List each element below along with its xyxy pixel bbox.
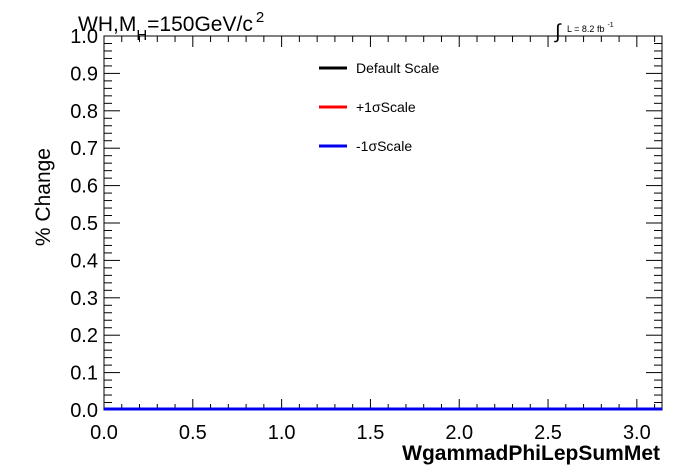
x-tick-label: 1.5 (357, 422, 385, 444)
y-tick-label: 0.4 (70, 250, 98, 272)
legend: Default Scale +1σScale -1σScale (319, 60, 439, 154)
plot-frame (103, 35, 663, 411)
y-tick-label: 0.3 (70, 288, 98, 310)
lumi-superscript: -1 (607, 22, 613, 29)
title-main-a: WH,M (78, 13, 136, 36)
title-main-b: =150GeV/c (147, 13, 253, 36)
title-subscript: H (136, 27, 147, 44)
y-tick-label: 0.9 (70, 63, 98, 85)
x-tick-label: 3.0 (623, 422, 651, 444)
y-tick-label: 0.5 (70, 213, 98, 235)
y-tick-label: 0.0 (70, 400, 98, 422)
legend-label: -1σScale (356, 138, 412, 154)
x-tick-label: 0.0 (90, 422, 118, 444)
lumi-label: L = 8.2 fb -1 (567, 22, 614, 34)
y-tick-label: 0.8 (70, 101, 98, 123)
legend-label: Default Scale (356, 60, 439, 76)
y-tick-label: 0.2 (70, 325, 98, 347)
lumi-integral: ∫ (554, 21, 562, 43)
y-tick-label: 0.7 (70, 138, 98, 160)
x-tick-label: 1.0 (268, 422, 296, 444)
x-tick-label: 0.5 (179, 422, 207, 444)
lumi-text: L = 8.2 fb (567, 24, 604, 34)
x-tick-label: 2.0 (445, 422, 473, 444)
legend-label: +1σScale (356, 99, 416, 115)
y-tick-label: 0.1 (70, 363, 98, 385)
y-tick-label: 0.6 (70, 176, 98, 198)
x-tick-label: 2.5 (534, 422, 562, 444)
plot-title: WH,MH=150GeV/c 2 (78, 9, 264, 44)
x-axis: 0.0 0.5 1.0 1.5 2.0 2.5 3.0 (90, 36, 656, 444)
y-axis: 0.0 0.1 0.2 0.3 0.4 0.5 0.6 0.7 0.8 0.9 1.0 (70, 26, 662, 422)
y-tick-label: 1.0 (70, 26, 98, 48)
y-axis-label: % Change (32, 148, 55, 246)
x-axis-label: WgammadPhiLepSumMet (402, 442, 660, 465)
title-superscript: 2 (256, 9, 264, 26)
